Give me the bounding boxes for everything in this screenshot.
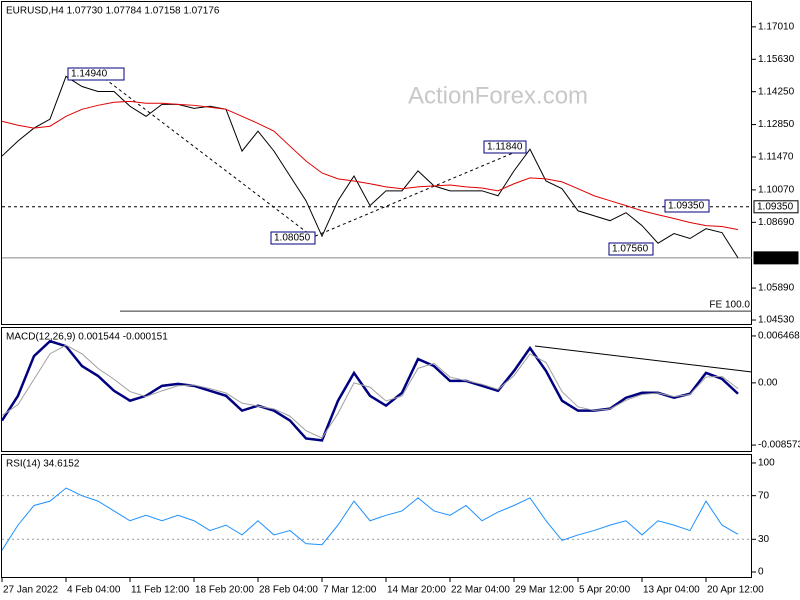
annotation-box — [608, 242, 654, 256]
price-panel-frame — [1, 1, 752, 325]
y-tick-label: 0.00 — [758, 378, 778, 389]
series-line — [0, 339, 739, 442]
annotation-box — [664, 199, 710, 213]
y-tick-label: 1.14250 — [758, 86, 795, 97]
y-tick-label: -0.008573 — [758, 440, 800, 451]
panel-title: EURUSD,H4 1.07730 1.07784 1.07158 1.0717… — [6, 6, 220, 17]
annotation-label: 1.09350 — [668, 201, 705, 212]
price-label-box — [753, 251, 799, 265]
y-tick-label: 1.10070 — [758, 185, 795, 196]
trend-projection — [99, 74, 526, 238]
y-tick-label: 100 — [758, 458, 775, 469]
x-tick-label: 11 Feb 12:00 — [131, 585, 190, 596]
y-tick-label: 1.12850 — [758, 119, 795, 130]
y-tick-label: 1.08690 — [758, 217, 795, 228]
x-tick-label: 20 Apr 12:00 — [707, 585, 764, 596]
annotation-label: 1.07560 — [612, 244, 649, 255]
macd-panel-frame — [1, 327, 752, 452]
x-tick-label: 14 Mar 20:00 — [387, 585, 446, 596]
price-label: 1.09350 — [757, 201, 794, 212]
y-tick-label: 1.11470 — [758, 152, 794, 163]
annotation-label: 1.11840 — [487, 142, 523, 153]
annotation-box — [67, 67, 125, 81]
y-tick-label: 70 — [758, 490, 770, 501]
price-label: 1.07176 — [757, 253, 794, 264]
y-tick-label: 30 — [758, 534, 770, 545]
annotation-label: 1.14940 — [71, 69, 108, 80]
panel-title: RSI(14) 34.6152 — [6, 459, 80, 470]
y-tick-label: 1.15630 — [758, 54, 795, 65]
series-line — [1, 100, 739, 231]
annotation-label: 1.08050 — [274, 233, 311, 244]
x-tick-label: 7 Mar 12:00 — [323, 585, 377, 596]
y-tick-label: 1.17010 — [758, 21, 795, 32]
series-line — [1, 344, 739, 439]
x-tick-label: 4 Feb 04:00 — [67, 585, 121, 596]
x-tick-label: 5 Apr 20:00 — [579, 585, 631, 596]
y-tick-label: 0.006468 — [758, 331, 800, 342]
annotation-box — [483, 140, 527, 154]
price-label-box — [753, 200, 799, 214]
watermark: ActionForex.com — [408, 82, 588, 109]
fe-label: FE 100.0 — [709, 300, 750, 311]
x-tick-label: 29 Mar 12:00 — [515, 585, 574, 596]
x-tick-label: 28 Feb 04:00 — [259, 585, 318, 596]
series-line — [1, 487, 739, 551]
rsi-panel-frame — [1, 454, 752, 578]
x-tick-label: 27 Jan 2022 — [3, 585, 58, 596]
x-tick-label: 22 Mar 04:00 — [451, 585, 510, 596]
y-tick-label: 1.04530 — [758, 315, 795, 326]
y-tick-label: 0 — [758, 567, 764, 578]
macd-trendline — [534, 345, 753, 373]
annotation-box — [270, 231, 316, 245]
x-tick-label: 13 Apr 04:00 — [643, 585, 700, 596]
y-tick-label: 1.05890 — [758, 283, 795, 294]
panel-title: MACD(12,26,9) 0.001544 -0.000151 — [6, 332, 168, 343]
x-tick-label: 18 Feb 20:00 — [195, 585, 254, 596]
